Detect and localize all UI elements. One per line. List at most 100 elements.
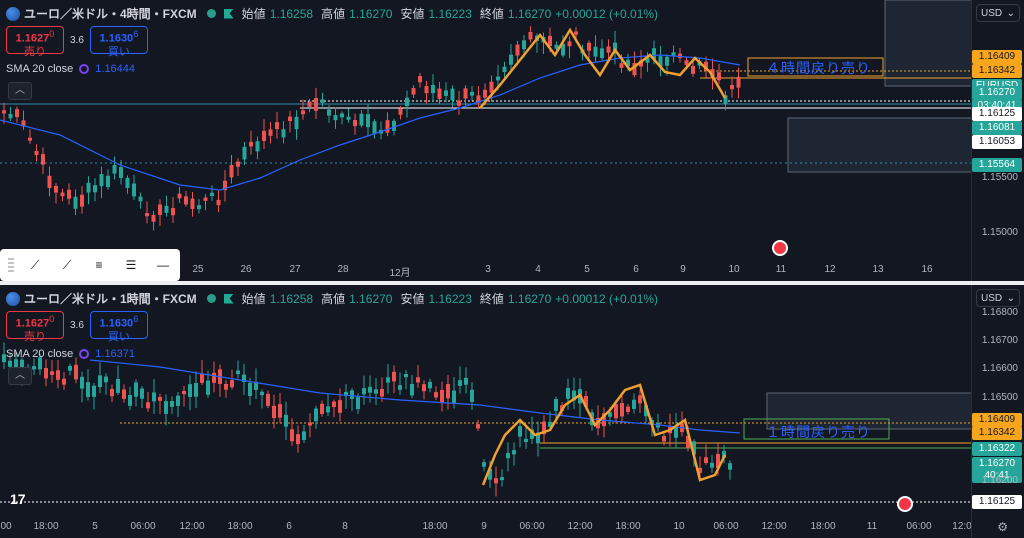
zone-box (787, 117, 972, 173)
candle (398, 385, 402, 390)
trend-line-icon[interactable]: ⟋ (30, 258, 40, 272)
ray-icon[interactable]: ⟋ (62, 258, 72, 272)
candle (464, 377, 468, 385)
chevron-down-icon: ⌄ (1006, 8, 1015, 19)
price-label: 1.16125 (972, 495, 1022, 509)
candle (698, 467, 702, 473)
candle (146, 402, 150, 409)
candle (98, 375, 102, 388)
candles-4h[interactable] (0, 0, 972, 281)
drag-handle[interactable] (8, 258, 14, 272)
candle (614, 404, 618, 419)
time-axis-1h[interactable]: 00 18:00 5 06:00 12:00 18:00 6 8 18:00 9 06:00 12:0… (0, 516, 972, 538)
candle (368, 386, 372, 393)
candle (506, 452, 510, 459)
candle (290, 429, 294, 442)
currency-select[interactable]: USD ⌄ (976, 4, 1020, 22)
price-label: 1.16270 (972, 457, 1022, 471)
candle (431, 84, 435, 94)
candle (99, 174, 104, 187)
symbol-title[interactable]: ユーロ／米ドル・4時間・FXCM (24, 7, 197, 21)
candle (366, 114, 370, 128)
price-tick: 1.16800 (981, 307, 1018, 318)
candle (446, 384, 450, 399)
event-flag-icon[interactable] (772, 240, 788, 256)
price-axis-1h[interactable]: USD ⌄ 1.16409 1.16342 1.16322 1.16270 40:41 1… (971, 285, 1024, 538)
candle (678, 53, 682, 59)
candle (326, 406, 330, 413)
price-tick: 1.16500 (981, 392, 1018, 403)
candle (151, 214, 156, 222)
candle (554, 399, 558, 411)
candle (138, 196, 143, 202)
tradingview-logo[interactable]: 17 (10, 491, 26, 507)
candle (302, 431, 306, 440)
price-label: 40:41 (972, 469, 1022, 483)
horizontal-line-icon[interactable]: — (157, 258, 169, 272)
candle (278, 404, 282, 418)
collapse-legend-button[interactable]: ︿ (8, 367, 32, 385)
candle (249, 141, 253, 147)
candle (494, 478, 498, 484)
low-value: 1.16223 (428, 6, 472, 21)
candle (600, 48, 604, 59)
candle (203, 197, 208, 201)
candle (197, 205, 201, 210)
candle (723, 95, 728, 104)
currency-select[interactable]: USD ⌄ (976, 289, 1020, 307)
candle (307, 101, 312, 107)
candle (248, 382, 252, 396)
candle (496, 76, 500, 81)
chart-pane-1h[interactable]: ユーロ／米ドル・1時間・FXCM 始値 1.16258 高値 1.16270 安値 1… (0, 285, 1024, 538)
event-flag-icon[interactable] (897, 496, 913, 512)
sell-button[interactable]: 1.16270 売り (6, 26, 64, 58)
candle (722, 451, 726, 458)
candle (190, 198, 195, 210)
candle (652, 48, 656, 60)
candle (122, 389, 126, 399)
candle (158, 204, 162, 215)
candle (229, 164, 234, 178)
price-axis-4h[interactable]: USD ⌄ 1.164091.16342EURUSD1.1627003:40:4… (971, 0, 1024, 281)
candle (662, 435, 666, 442)
candle (223, 180, 227, 191)
sma-legend[interactable]: SMA 20 close 1.16371 (6, 348, 135, 360)
candle (730, 84, 734, 90)
parallel-channel-icon[interactable]: ≡ (95, 258, 103, 272)
candle (314, 408, 318, 422)
candle (93, 185, 97, 193)
candle (728, 463, 732, 470)
candle (28, 137, 32, 141)
candle (593, 46, 598, 57)
buy-button[interactable]: 1.16306 買い (89, 311, 148, 343)
time-tick: 16 (921, 264, 933, 275)
candle (284, 414, 288, 427)
candle (736, 76, 741, 88)
fib-retracement-icon[interactable]: ☰ (125, 258, 137, 272)
candle (92, 385, 96, 397)
sell-button[interactable]: 1.16270 売り (6, 311, 64, 343)
candles-1h[interactable] (0, 285, 972, 538)
chart-pane-4h[interactable]: ユーロ／米ドル・4時間・FXCM 始値 1.16258 高値 1.16270 安値 1… (0, 0, 1024, 281)
candle (602, 413, 606, 427)
candle (177, 193, 182, 199)
time-axis-4h[interactable]: 25 26 27 28 12月 3 4 5 6 9 10 11 12 13 16 (0, 259, 972, 281)
collapse-legend-button[interactable]: ︿ (8, 82, 32, 100)
settings-icon[interactable]: ⚙ (997, 520, 1008, 534)
candle (164, 205, 169, 213)
symbol-title[interactable]: ユーロ／米ドル・1時間・FXCM (24, 292, 197, 306)
candle (450, 88, 455, 101)
candle (434, 392, 438, 398)
sma-legend[interactable]: SMA 20 close 1.16444 (6, 63, 135, 75)
pane-separator[interactable] (0, 281, 1024, 285)
candle (308, 422, 312, 426)
spread-value: 3.6 (70, 319, 84, 331)
buy-button[interactable]: 1.16306 買い (89, 26, 148, 58)
high-label: 高値 (321, 7, 346, 21)
candle (626, 59, 630, 67)
time-tick: 3 (485, 264, 491, 275)
time-tick: 18:00 (810, 521, 836, 532)
high-label: 高値 (321, 292, 346, 306)
candle (346, 116, 351, 120)
candle (140, 388, 144, 399)
